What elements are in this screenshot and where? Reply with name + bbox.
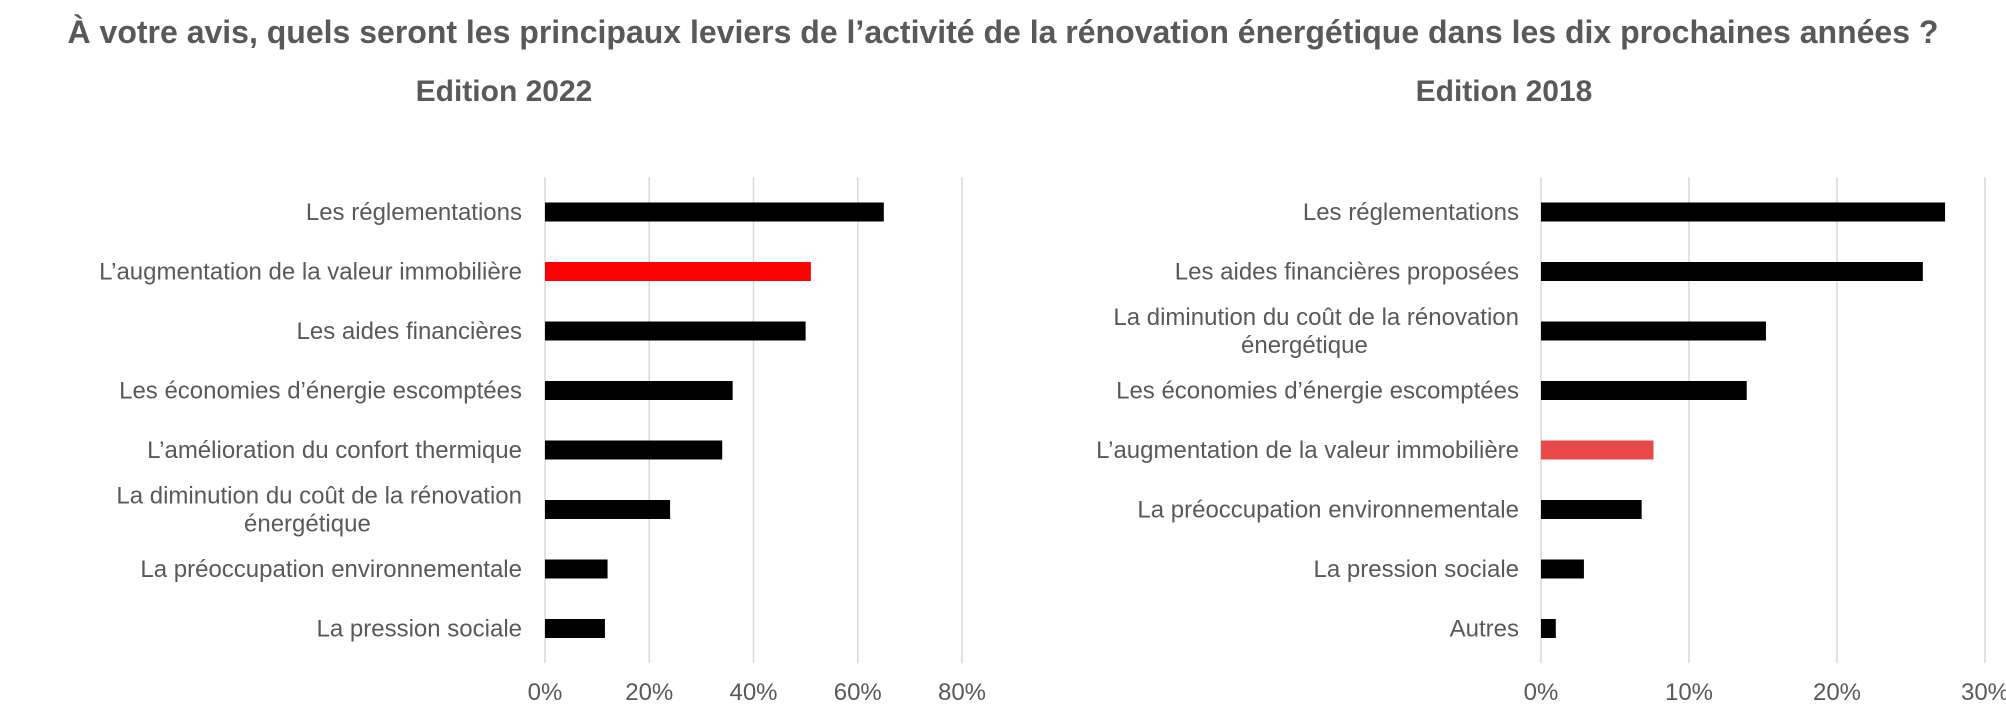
- category-label: La préoccupation environnementale: [1137, 497, 1519, 524]
- category-label: La diminution du coût de la rénovation én…: [116, 483, 522, 538]
- bar: [1541, 500, 1642, 519]
- category-label: L’augmentation de la valeur immobilière: [99, 259, 522, 286]
- x-tick-label: 0%: [528, 679, 563, 706]
- category-label: La pression sociale: [1314, 556, 1519, 583]
- x-tick-label: 40%: [729, 679, 777, 706]
- x-tick-label: 80%: [938, 679, 986, 706]
- x-tick-label: 30%: [1961, 679, 2006, 706]
- category-label: La pression sociale: [317, 616, 522, 643]
- bar: [1541, 440, 1654, 460]
- bar: [1541, 559, 1584, 579]
- x-tick-label: 10%: [1665, 679, 1713, 706]
- bar: [545, 619, 605, 638]
- category-label: Les économies d’énergie escomptées: [119, 378, 522, 405]
- page-title: À votre avis, quels seront les principau…: [67, 14, 1939, 50]
- category-label: Autres: [1450, 616, 1519, 643]
- bar: [545, 559, 608, 579]
- chart-2022: 0% 20% 40% 60% 80% Les réglementations L’augme…: [99, 177, 986, 706]
- x-tick-label: 60%: [834, 679, 882, 706]
- category-label: La préoccupation environnementale: [140, 556, 522, 583]
- bar: [545, 500, 671, 519]
- bar: [1541, 321, 1766, 341]
- x-tick-label: 20%: [625, 679, 673, 706]
- category-label: L’amélioration du confort thermique: [147, 437, 522, 464]
- category-label: Les économies d’énergie escomptées: [1116, 378, 1519, 405]
- bar: [545, 202, 884, 222]
- bar: [545, 440, 723, 460]
- bar: [1541, 381, 1747, 400]
- category-label: La diminution du coût de la rénovation én…: [1113, 304, 1519, 359]
- bar: [545, 321, 806, 341]
- bar: [1541, 202, 1946, 222]
- x-tick-label: 20%: [1813, 679, 1861, 706]
- category-label: L’augmentation de la valeur immobilière: [1096, 437, 1519, 464]
- category-label: Les réglementations: [1303, 199, 1519, 226]
- chart-title-2018: Edition 2018: [1415, 75, 1593, 108]
- bar: [545, 262, 811, 281]
- x-tick-label: 0%: [1524, 679, 1559, 706]
- category-label: Les réglementations: [306, 199, 522, 226]
- bar: [1541, 262, 1923, 281]
- category-label: Les aides financières proposées: [1175, 259, 1519, 286]
- bar: [545, 381, 733, 400]
- chart-2018: 0% 10% 20% 30% Les réglementations Les aides …: [1096, 177, 2006, 706]
- bar: [1541, 619, 1556, 638]
- chart-title-2022: Edition 2022: [415, 75, 593, 108]
- category-label: Les aides financières: [297, 318, 522, 345]
